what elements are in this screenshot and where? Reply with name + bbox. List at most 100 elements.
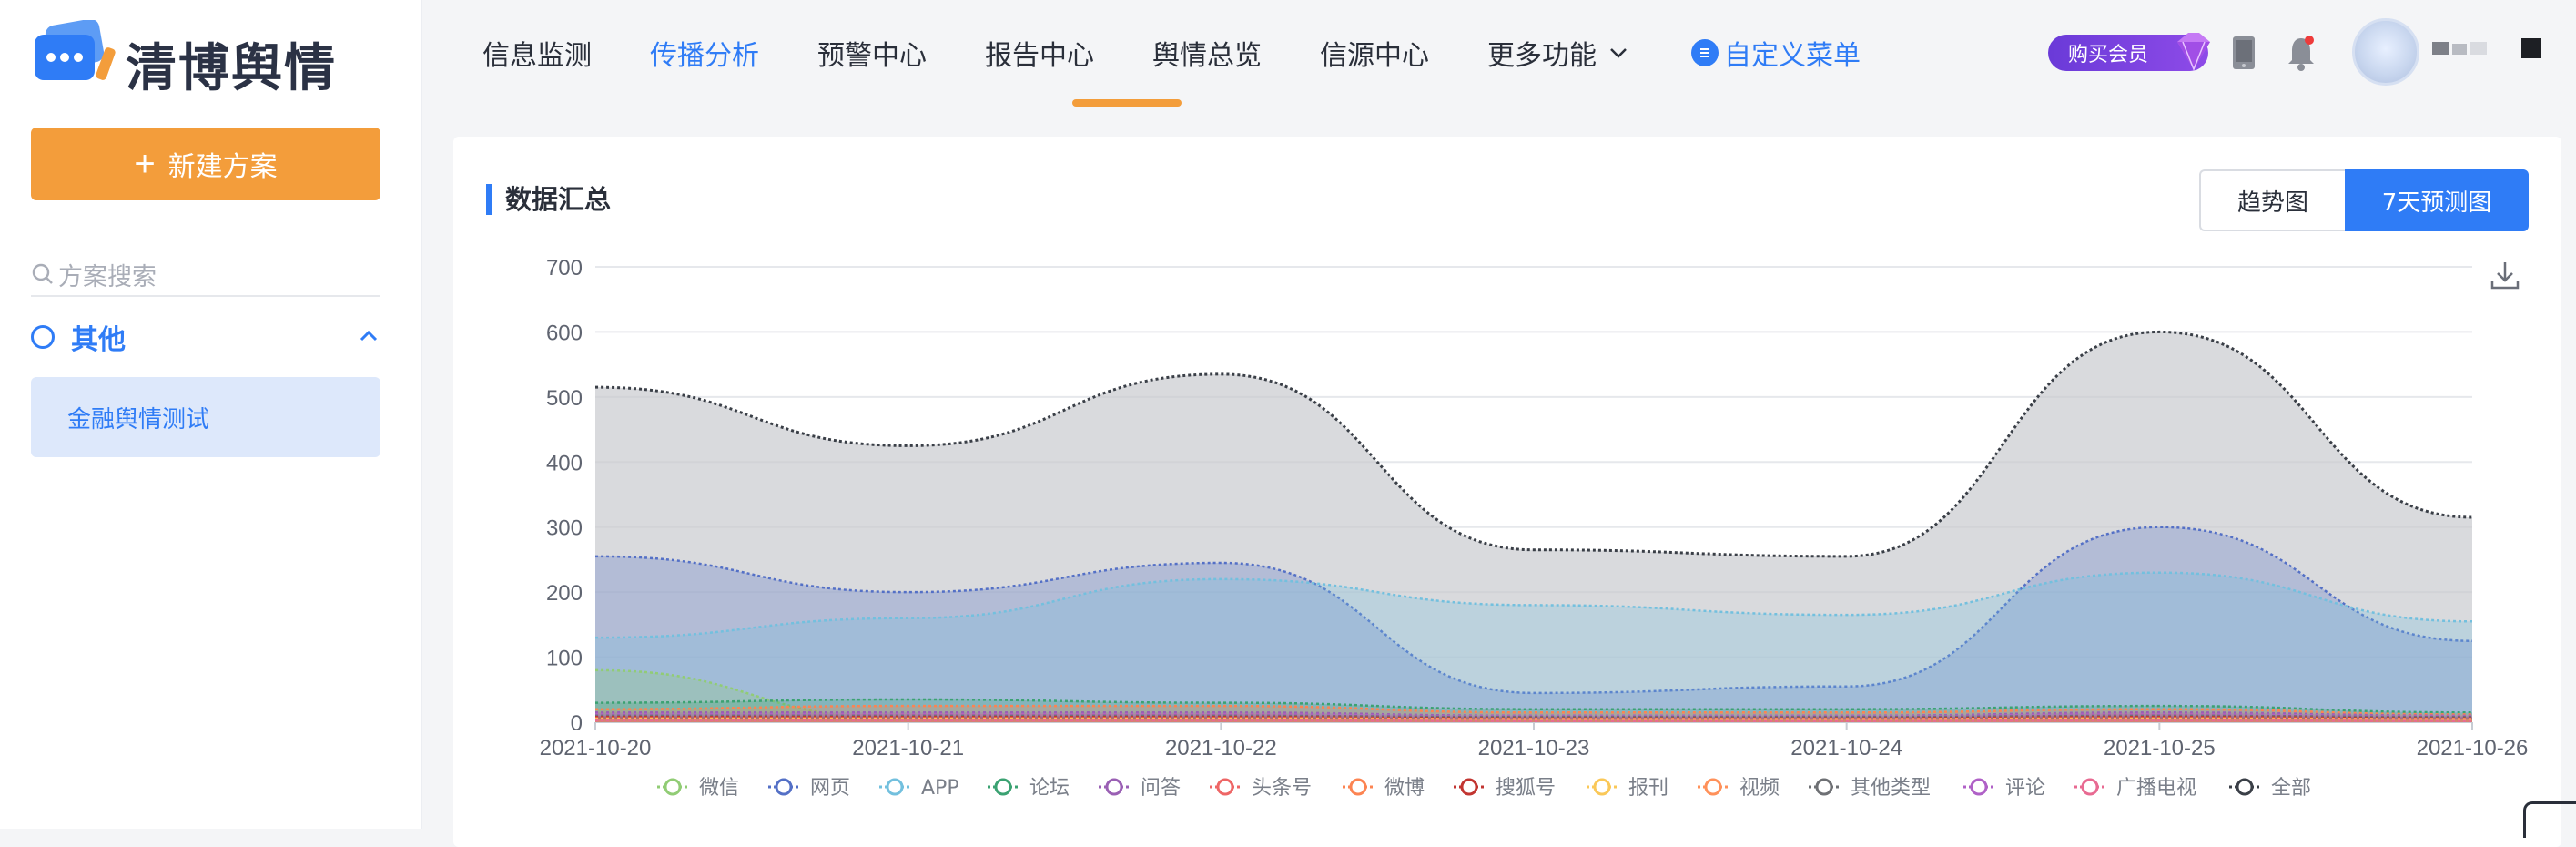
legend-label: 全部 <box>2271 777 2311 800</box>
new-plan-label: 新建方案 <box>167 152 278 182</box>
y-tick-label: 500 <box>546 386 583 411</box>
legend-marker <box>1105 778 1123 796</box>
series-area <box>595 719 2472 722</box>
legend-item: APP <box>879 777 959 800</box>
custom-menu-link[interactable]: 自定义菜单 <box>1691 33 1861 73</box>
menu-icon <box>1691 39 1719 66</box>
series-line <box>594 711 2473 718</box>
nav-item-source-center[interactable]: 信源中心 <box>1320 40 1429 72</box>
mobile-icon[interactable] <box>2230 35 2257 71</box>
legend-item: 微信 <box>657 777 739 800</box>
legend-label: 评论 <box>2005 777 2045 800</box>
x-tick-label: 2021-10-20 <box>540 736 652 760</box>
series-area <box>595 719 2472 722</box>
menu-square-icon[interactable] <box>2521 38 2541 58</box>
legend-label: 微博 <box>1384 777 1425 800</box>
x-tick-label: 2021-10-22 <box>1165 736 1277 760</box>
card-title: 数据汇总 <box>486 184 611 215</box>
legend-label: 头条号 <box>1252 777 1312 800</box>
brand-name: 清博舆情 <box>126 39 337 98</box>
chart-legend: 微信 网页 APP 论坛 问答 头条号 微博 搜狐号 报刊 视频 其他类型 评论 广播电视 全部 <box>657 777 2311 800</box>
notification-bell-icon[interactable] <box>2285 33 2317 73</box>
legend-marker <box>775 778 793 796</box>
diamond-icon <box>2177 33 2210 72</box>
y-tick-label: 400 <box>546 451 583 475</box>
legend-item: 论坛 <box>988 777 1070 800</box>
x-tick-label: 2021-10-21 <box>852 736 964 760</box>
user-name-redacted[interactable] <box>2432 36 2505 60</box>
brand-logo[interactable]: 清博舆情 <box>31 18 340 98</box>
legend-item: 搜狐号 <box>1454 777 1556 800</box>
y-tick-label: 300 <box>546 516 583 541</box>
nav-item-monitoring[interactable]: 信息监测 <box>482 40 592 72</box>
x-tick-label: 2021-10-25 <box>2104 736 2216 760</box>
plus-icon: + <box>134 144 156 184</box>
series-line <box>595 714 2473 719</box>
plan-group-header[interactable]: 其他 <box>31 317 380 357</box>
nav-item-overview[interactable]: 舆情总览 <box>1152 40 1262 72</box>
chevron-down-icon <box>1610 48 1627 58</box>
top-navigation: 信息监测 传播分析 预警中心 报告中心 舆情总览 信源中心 更多功能 自定义菜单… <box>422 0 2576 109</box>
circle-icon <box>31 325 55 349</box>
series-area <box>595 715 2472 722</box>
series-line <box>595 716 2473 719</box>
legend-item: 评论 <box>1963 777 2045 800</box>
y-axis-labels: 0 100 200 300 400 500 600 700 <box>546 256 583 736</box>
sidebar: 清博舆情 + 新建方案 方案搜索 其他 金融舆情测试 <box>0 0 422 829</box>
x-tick-label: 2021-10-24 <box>1790 736 1902 760</box>
nav-item-alert-center[interactable]: 预警中心 <box>817 40 927 72</box>
active-tab-indicator <box>1072 99 1182 107</box>
series-area <box>595 714 2472 722</box>
tab-trend-chart[interactable]: 趋势图 <box>2199 169 2345 231</box>
logo-icon <box>35 18 116 80</box>
y-tick-label: 0 <box>571 711 583 736</box>
legend-label: 网页 <box>810 777 850 800</box>
series-line <box>594 704 2473 716</box>
new-plan-button[interactable]: + 新建方案 <box>31 128 380 200</box>
series-line <box>594 571 2473 639</box>
legend-item: 视频 <box>1698 777 1780 800</box>
legend-label: 问答 <box>1141 777 1181 800</box>
series-area <box>595 712 2472 722</box>
tab-7day-forecast[interactable]: 7天预测图 <box>2345 169 2529 231</box>
legend-label: 广播电视 <box>2116 777 2196 800</box>
legend-marker <box>994 778 1012 796</box>
legend-item: 其他类型 <box>1809 777 1931 800</box>
y-tick-label: 200 <box>546 581 583 606</box>
user-avatar[interactable] <box>2352 18 2419 86</box>
plan-item[interactable]: 金融舆情测试 <box>31 377 380 457</box>
series-area <box>595 706 2472 722</box>
plan-search-input[interactable]: 方案搜索 <box>31 253 380 297</box>
legend-label: 搜狐号 <box>1496 777 1556 800</box>
series-line <box>595 713 2473 718</box>
corner-widget[interactable] <box>2523 801 2576 838</box>
chevron-up-icon[interactable] <box>357 324 380 348</box>
nav-item-report-center[interactable]: 报告中心 <box>985 40 1094 72</box>
chart-areas <box>594 330 2473 722</box>
y-tick-label: 600 <box>546 321 583 345</box>
legend-marker <box>1216 778 1234 796</box>
series-area <box>595 714 2472 722</box>
nav-item-propagation-analysis[interactable]: 传播分析 <box>650 40 759 72</box>
legend-marker <box>1970 778 1988 796</box>
series-area <box>595 718 2472 722</box>
legend-marker <box>2081 778 2099 796</box>
vip-label: 购买会员 <box>2068 43 2149 66</box>
series-line <box>594 719 2473 722</box>
series-line <box>594 330 2473 558</box>
legend-marker <box>1704 778 1722 796</box>
legend-label: 微信 <box>699 777 739 800</box>
group-label: 其他 <box>71 325 126 355</box>
plan-item-label: 金融舆情测试 <box>67 404 210 433</box>
more-features-label: 更多功能 <box>1487 40 1597 72</box>
series-area <box>595 332 2472 722</box>
buy-membership-button[interactable]: 购买会员 <box>2048 33 2210 72</box>
legend-item: 广播电视 <box>2074 777 2196 800</box>
legend-label: 视频 <box>1739 777 1780 800</box>
download-icon[interactable] <box>2489 259 2521 291</box>
nav-item-more-features[interactable]: 更多功能 <box>1487 33 1629 73</box>
x-tick-label: 2021-10-26 <box>2417 736 2529 760</box>
legend-item: 问答 <box>1099 777 1181 800</box>
legend-label: 其他类型 <box>1851 777 1931 800</box>
legend-item: 头条号 <box>1210 777 1312 800</box>
